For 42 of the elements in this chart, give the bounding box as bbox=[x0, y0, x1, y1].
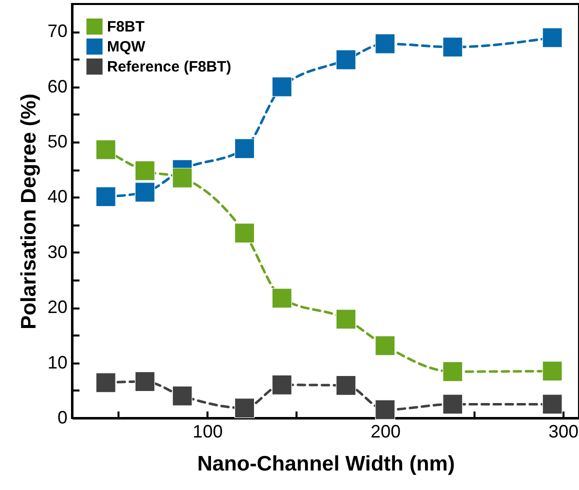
point bbox=[234, 138, 255, 159]
y-tick-label: 40 bbox=[47, 186, 68, 207]
point bbox=[96, 372, 116, 393]
y-tick-label: 50 bbox=[47, 132, 68, 152]
point bbox=[96, 186, 116, 207]
y-axis-title: Polarisation Degree (%) bbox=[17, 94, 40, 330]
point bbox=[336, 309, 356, 330]
legend-label: F8BT bbox=[107, 18, 144, 36]
x-tick-label: 100 bbox=[192, 422, 223, 442]
y-tick-label: 10 bbox=[47, 352, 68, 372]
point bbox=[272, 76, 292, 97]
point bbox=[442, 362, 463, 382]
point bbox=[542, 394, 562, 414]
point bbox=[336, 375, 356, 396]
y-tick-label: 0 bbox=[57, 408, 68, 428]
point bbox=[375, 400, 396, 420]
point bbox=[442, 37, 463, 58]
point bbox=[272, 288, 292, 308]
legend-label: MQW bbox=[107, 38, 146, 56]
point bbox=[234, 223, 255, 244]
x-axis-title: Nano-Channel Width (nm) bbox=[197, 452, 455, 476]
point bbox=[172, 386, 192, 406]
point bbox=[172, 168, 192, 188]
point bbox=[375, 34, 396, 54]
point bbox=[234, 398, 255, 418]
x-tick-label: 300 bbox=[548, 422, 579, 442]
point bbox=[336, 50, 356, 70]
point bbox=[375, 336, 396, 356]
point bbox=[134, 372, 155, 392]
point bbox=[542, 361, 562, 382]
y-tick-label: 60 bbox=[47, 76, 68, 96]
point bbox=[542, 28, 562, 48]
point bbox=[272, 374, 292, 395]
point bbox=[134, 160, 155, 181]
legend-label: Reference (F8BT) bbox=[107, 58, 232, 76]
x-tick-label: 200 bbox=[370, 422, 401, 442]
point bbox=[96, 140, 116, 160]
y-tick-label: 70 bbox=[47, 21, 68, 42]
y-tick-label: 20 bbox=[47, 297, 68, 318]
point bbox=[442, 394, 463, 414]
point bbox=[134, 182, 155, 202]
y-tick-label: 30 bbox=[47, 242, 68, 262]
